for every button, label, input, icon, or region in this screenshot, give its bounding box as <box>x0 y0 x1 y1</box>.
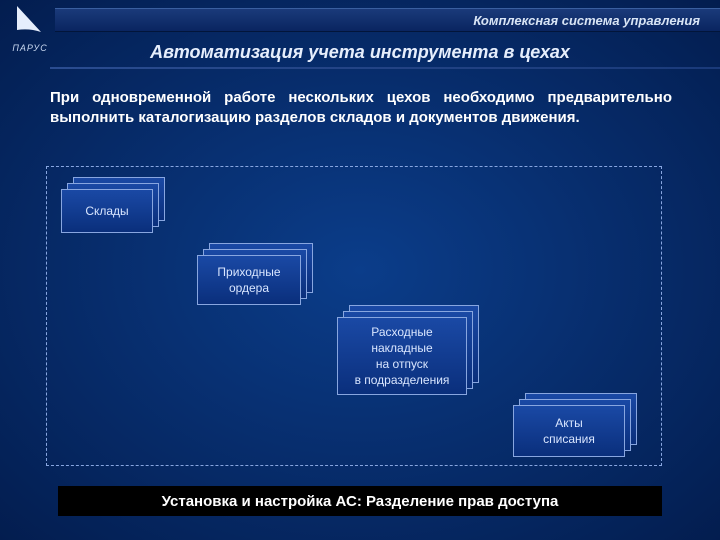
intro-text: При одновременной работе нескольких цехо… <box>50 88 672 129</box>
header-bar: Комплексная система управления <box>55 8 720 32</box>
note-front: Склады <box>61 189 153 233</box>
note-front: Приходные ордера <box>197 255 301 305</box>
footer-text: Установка и настройка АС: Разделение пра… <box>162 493 559 510</box>
note-front: Расходные накладные на отпуск в подразде… <box>337 317 467 395</box>
note-stack-3: Акты списания <box>513 393 637 457</box>
logo-sail-icon <box>11 2 49 38</box>
note-front: Акты списания <box>513 405 625 457</box>
note-stack-2: Расходные накладные на отпуск в подразде… <box>337 305 479 395</box>
note-stack-1: Приходные ордера <box>197 243 313 305</box>
page-title: Автоматизация учета инструмента в цехах <box>0 42 720 63</box>
diagram-zone: Склады Приходные ордера Расходные накладны… <box>46 166 662 466</box>
footer-bar: Установка и настройка АС: Разделение пра… <box>58 486 662 516</box>
header-subtitle: Комплексная система управления <box>473 13 700 28</box>
note-stack-0: Склады <box>61 177 165 233</box>
